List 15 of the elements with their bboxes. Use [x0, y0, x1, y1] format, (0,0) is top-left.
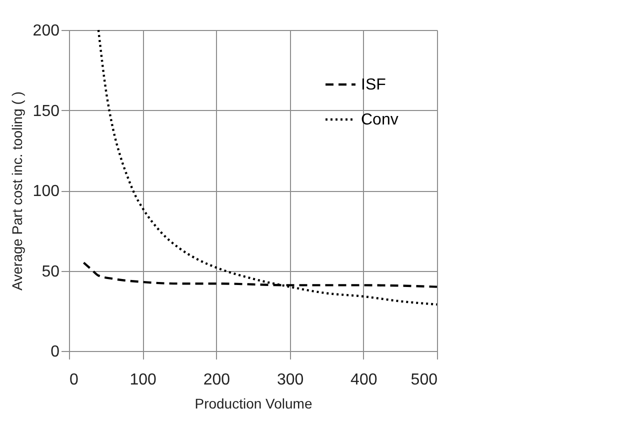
x-tick-label: 200 — [203, 372, 230, 388]
y-tick-label: 200 — [32, 22, 60, 40]
y-tick-label: 50 — [42, 263, 60, 280]
x-tick-label: 400 — [350, 372, 378, 388]
y-tick-label: 0 — [50, 344, 60, 360]
y-axis-title: Average Part cost inc. tooling ( ) — [8, 92, 25, 290]
y-tick-label: 150 — [32, 102, 60, 120]
x-tick-label: 300 — [276, 372, 304, 388]
x-axis-title: Production Volume — [194, 396, 312, 412]
legend-label: ISF — [361, 76, 386, 94]
x-tick-label: 100 — [130, 372, 157, 388]
x-tick-label: 500 — [410, 372, 438, 388]
legend-label: Conv — [361, 112, 398, 128]
x-tick-label: 0 — [70, 372, 78, 388]
y-tick-label: 100 — [32, 183, 60, 200]
